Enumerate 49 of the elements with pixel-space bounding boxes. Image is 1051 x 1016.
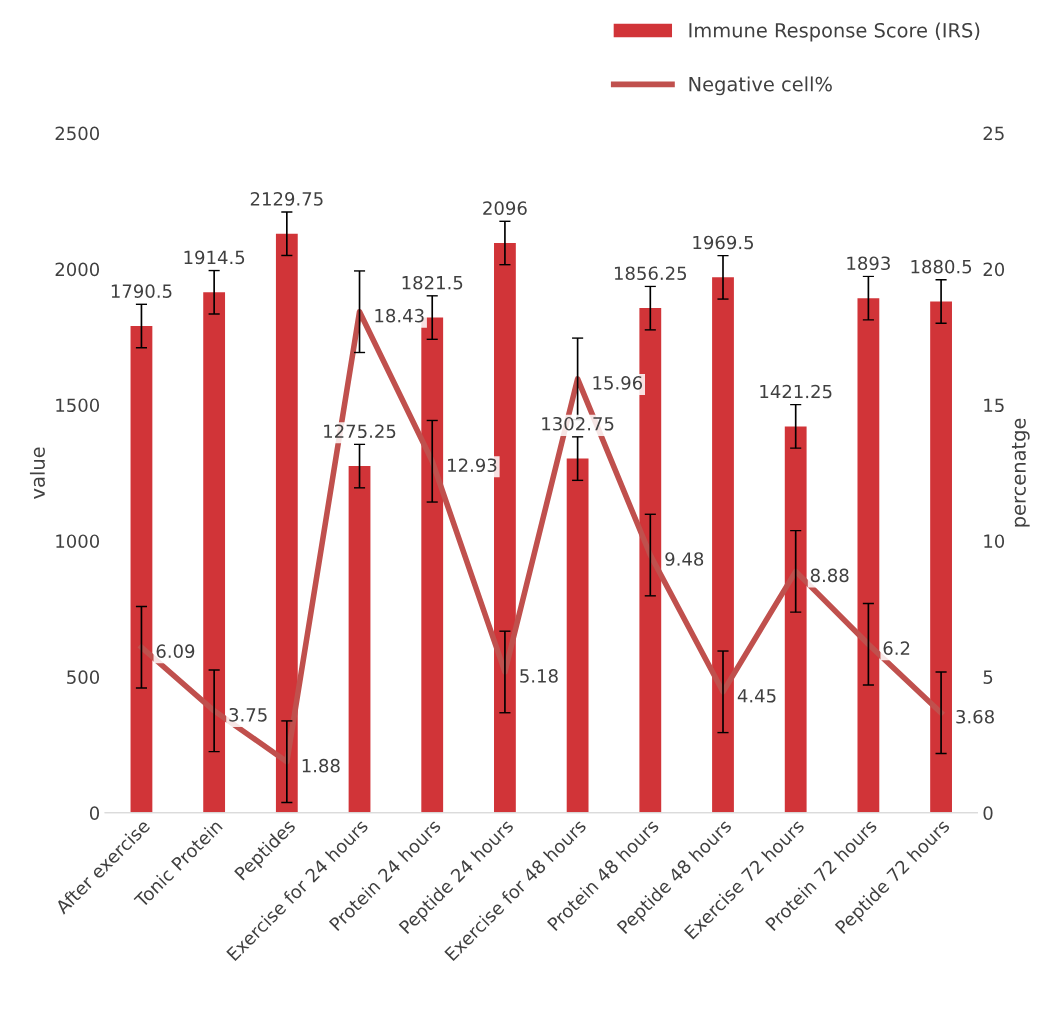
y2-axis-title: percenatge: [1011, 418, 1030, 527]
y2-tick-label: 15: [984, 398, 1004, 413]
legend-label: Negative cell%: [689, 76, 832, 96]
data-label: 6.09: [156, 644, 195, 659]
data-label: 1.88: [302, 758, 340, 773]
bar: [930, 301, 952, 813]
data-label: 8.88: [810, 568, 849, 583]
data-label: 1856.25: [614, 266, 687, 281]
bar: [130, 326, 153, 813]
data-label: 1893: [847, 256, 890, 271]
data-label: 4.45: [737, 689, 776, 703]
bar: [203, 292, 226, 813]
data-label: 12.93: [448, 458, 497, 473]
bar: [348, 466, 371, 813]
y2-tick-label: 20: [983, 262, 1005, 277]
bar: [857, 298, 880, 813]
y2-tick-label: 10: [984, 534, 1005, 549]
data-label: 1880.5: [911, 259, 972, 274]
bar: [566, 458, 589, 813]
legend-label: Immune Response Score (IRS): [689, 22, 980, 42]
data-label: 3.68: [956, 709, 994, 724]
data-label: 2129.75: [250, 192, 323, 206]
y2-tick-label: 0: [983, 806, 993, 820]
data-label: 1821.5: [402, 275, 463, 290]
data-label: 2096: [483, 201, 527, 215]
data-label: 1421.25: [760, 384, 832, 399]
y-tick-label: 1000: [56, 534, 100, 549]
data-label: 1302.75: [542, 416, 614, 431]
bar: [275, 233, 298, 813]
data-label: 5.18: [520, 669, 558, 683]
y2-tick-label: 25: [983, 126, 1004, 141]
data-label: 18.43: [375, 308, 424, 323]
data-label: 1969.5: [693, 235, 754, 250]
bar: [784, 426, 807, 813]
data-label: 9.48: [665, 552, 704, 566]
data-label: 1790.5: [111, 284, 172, 298]
y-axis-title: value: [29, 447, 45, 499]
data-label: 1914.5: [184, 250, 245, 265]
data-label: 3.75: [229, 707, 267, 722]
y-tick-label: 500: [67, 670, 100, 684]
y-tick-label: 2000: [55, 262, 100, 277]
y-tick-label: 1500: [56, 398, 100, 413]
data-label: 15.96: [593, 376, 643, 390]
y-tick-label: 0: [89, 806, 100, 820]
bar: [712, 277, 734, 813]
y-tick-label: 2500: [55, 126, 100, 141]
data-label: 1275.25: [324, 424, 396, 439]
data-label: 6.2: [883, 641, 910, 656]
y2-tick-label: 5: [983, 670, 993, 684]
